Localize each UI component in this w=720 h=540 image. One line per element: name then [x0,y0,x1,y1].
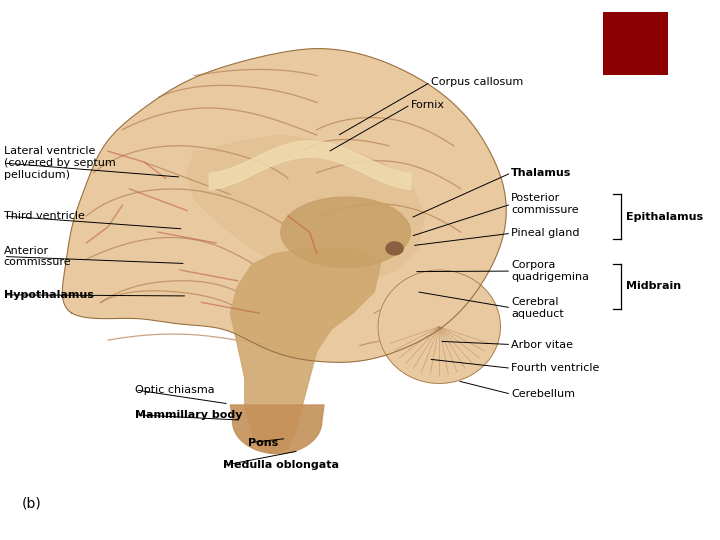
Polygon shape [187,135,425,281]
Text: Cerebral
aqueduct: Cerebral aqueduct [511,297,564,319]
Text: Third ventricle: Third ventricle [4,211,84,221]
Text: Corpus callosum: Corpus callosum [431,77,523,87]
Text: Corpora
quadrigemina: Corpora quadrigemina [511,260,589,282]
Text: Anterior
commissure: Anterior commissure [4,246,71,267]
Text: Thalamus: Thalamus [511,168,572,178]
Text: Lateral ventricle
(covered by septum
pellucidum): Lateral ventricle (covered by septum pel… [4,146,115,180]
Text: (b): (b) [22,496,41,510]
Text: Medulla oblongata: Medulla oblongata [223,461,339,470]
Text: Arbor vitae: Arbor vitae [511,340,573,349]
Text: Optic chiasma: Optic chiasma [135,385,215,395]
Text: Cerebellum: Cerebellum [511,389,575,399]
Text: Pons: Pons [248,438,279,448]
Text: Epithalamus: Epithalamus [626,212,703,221]
Polygon shape [281,197,410,267]
Bar [603,12,668,75]
Polygon shape [386,242,403,255]
Text: Fornix: Fornix [410,100,444,110]
Text: Midbrain: Midbrain [626,281,682,291]
Polygon shape [63,49,506,362]
Polygon shape [378,270,500,383]
Polygon shape [230,248,382,454]
Text: Fourth ventricle: Fourth ventricle [511,363,600,373]
Text: Pineal gland: Pineal gland [511,228,580,238]
Text: Hypothalamus: Hypothalamus [4,290,94,300]
Text: Posterior
commissure: Posterior commissure [511,193,579,215]
Polygon shape [230,405,324,454]
Text: Mammillary body: Mammillary body [135,410,243,420]
